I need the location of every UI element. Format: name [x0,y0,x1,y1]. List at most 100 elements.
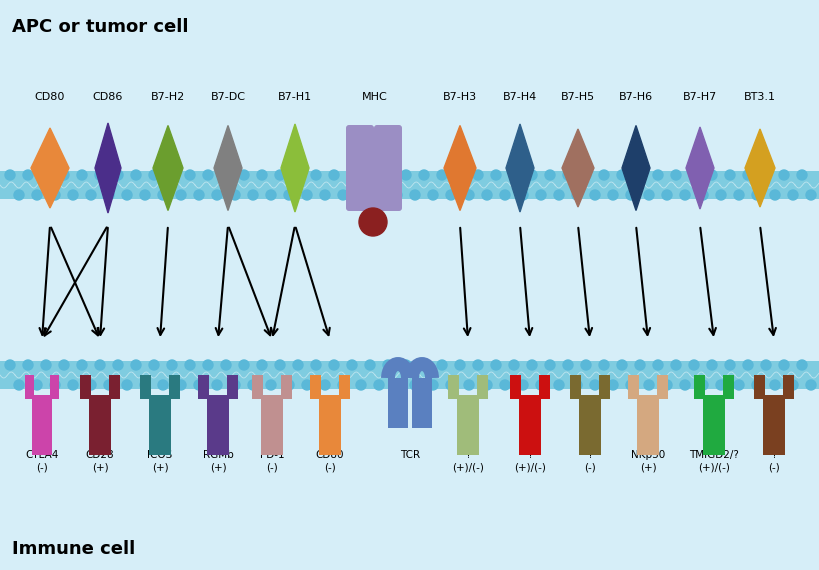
Text: ?
(+)/(-): ? (+)/(-) [451,450,483,473]
Circle shape [212,380,222,390]
Polygon shape [744,129,774,207]
Text: NKp30
(+): NKp30 (+) [630,450,664,473]
FancyBboxPatch shape [636,395,658,455]
Circle shape [104,380,114,390]
Circle shape [337,190,347,200]
Circle shape [346,170,356,180]
Polygon shape [153,125,183,210]
Circle shape [455,360,464,370]
Circle shape [464,380,473,390]
FancyBboxPatch shape [310,375,320,399]
FancyBboxPatch shape [260,395,283,455]
Circle shape [527,360,536,370]
FancyBboxPatch shape [411,378,432,428]
FancyBboxPatch shape [319,395,341,455]
Circle shape [572,380,581,390]
Text: PD-1
(-): PD-1 (-) [260,450,284,473]
Circle shape [364,170,374,180]
FancyBboxPatch shape [387,378,408,428]
Circle shape [158,190,168,200]
Circle shape [158,380,168,390]
Circle shape [760,170,770,180]
Circle shape [482,380,491,390]
Circle shape [464,190,473,200]
FancyBboxPatch shape [281,375,292,399]
Circle shape [113,360,123,370]
Circle shape [319,380,329,390]
Circle shape [41,360,51,370]
Circle shape [410,380,419,390]
Circle shape [5,360,15,370]
Circle shape [598,170,609,180]
Text: RGMb
(+): RGMb (+) [202,450,233,473]
Circle shape [410,190,419,200]
Circle shape [310,170,320,180]
FancyBboxPatch shape [373,125,401,211]
Text: BT3.1: BT3.1 [743,92,775,102]
FancyBboxPatch shape [447,375,459,399]
FancyBboxPatch shape [569,375,580,399]
Circle shape [509,360,518,370]
FancyBboxPatch shape [627,375,638,399]
Circle shape [382,360,392,370]
FancyBboxPatch shape [88,395,111,455]
FancyBboxPatch shape [338,375,350,399]
FancyBboxPatch shape [753,375,764,399]
Text: B7-H2: B7-H2 [151,92,185,102]
Circle shape [364,360,374,370]
Circle shape [77,360,87,370]
Circle shape [419,360,428,370]
Circle shape [292,360,303,370]
Circle shape [50,380,60,390]
Circle shape [805,190,815,200]
FancyBboxPatch shape [702,395,724,455]
Text: B7-H7: B7-H7 [682,92,717,102]
Circle shape [185,360,195,370]
Circle shape [563,170,572,180]
Circle shape [274,360,285,370]
Circle shape [742,170,752,180]
Circle shape [355,380,365,390]
Circle shape [104,190,114,200]
Circle shape [473,360,482,370]
Circle shape [247,190,258,200]
Circle shape [382,170,392,180]
Circle shape [301,380,311,390]
Circle shape [778,360,788,370]
Circle shape [391,380,401,390]
Text: Immune cell: Immune cell [12,540,135,558]
Circle shape [715,190,725,200]
Text: ?
(-): ? (-) [583,450,595,473]
Circle shape [661,380,672,390]
Circle shape [724,360,734,370]
Circle shape [283,190,294,200]
Text: B7-H1: B7-H1 [278,92,312,102]
Circle shape [661,190,672,200]
Circle shape [23,170,33,180]
Circle shape [274,170,285,180]
FancyBboxPatch shape [109,375,120,399]
FancyBboxPatch shape [518,395,541,455]
Circle shape [572,190,581,200]
Circle shape [446,380,455,390]
Circle shape [491,360,500,370]
Circle shape [212,190,222,200]
Circle shape [751,190,761,200]
Circle shape [769,190,779,200]
Circle shape [359,208,387,236]
Circle shape [113,170,123,180]
Circle shape [167,170,177,180]
Polygon shape [505,124,533,212]
Circle shape [437,360,446,370]
FancyBboxPatch shape [149,395,171,455]
Circle shape [733,380,743,390]
Circle shape [697,380,707,390]
Circle shape [527,170,536,180]
Circle shape [238,360,249,370]
Circle shape [256,170,267,180]
Circle shape [283,380,294,390]
Circle shape [670,360,680,370]
Circle shape [491,170,500,180]
Text: B7-DC: B7-DC [210,92,245,102]
FancyBboxPatch shape [656,375,667,399]
